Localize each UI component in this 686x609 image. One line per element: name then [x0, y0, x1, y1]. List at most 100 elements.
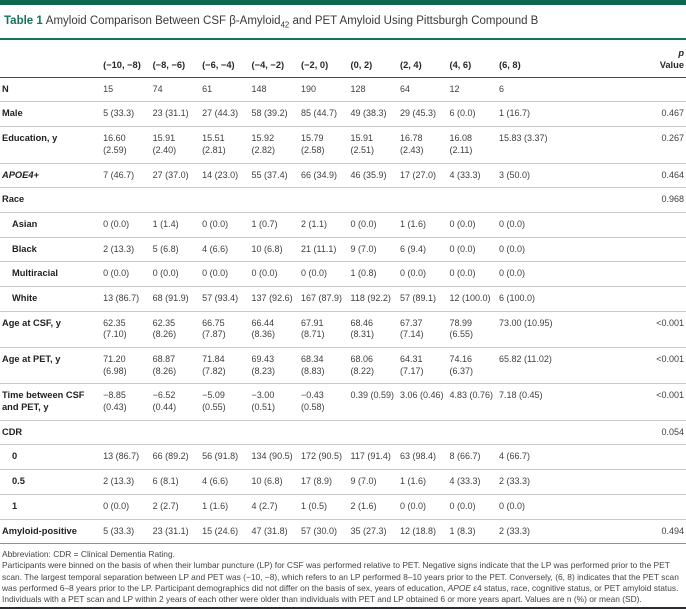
data-cell: [351, 188, 400, 213]
footnotes: Abbreviation: CDR = Clinical Dementia Ra…: [0, 544, 686, 605]
data-cell: 14 (23.0): [202, 169, 239, 180]
data-cell: 57 (93.4): [202, 292, 239, 303]
data-cell: 2 (1.6): [350, 500, 377, 511]
data-cell: 57 (30.0): [301, 525, 338, 536]
data-cell: 9 (7.0): [350, 476, 377, 487]
data-cell: 13 (86.7): [103, 451, 140, 462]
data-cell: 15.79 (2.58): [301, 133, 325, 155]
data-cell: 55 (37.4): [251, 169, 288, 180]
data-cell: [103, 188, 152, 213]
p-value-cell: [558, 445, 686, 470]
data-cell: [202, 188, 251, 213]
row-label: CDR: [2, 426, 23, 437]
data-cell: 61: [202, 83, 213, 94]
data-cell: 64: [400, 83, 411, 94]
data-cell: 1 (0.8): [350, 268, 377, 279]
table-row: Age at PET, y 71.20 (6.98) 68.87 (8.26) 71.…: [0, 347, 686, 384]
data-cell: 4 (33.3): [449, 169, 481, 180]
data-cell: 1 (1.6): [400, 476, 427, 487]
data-cell: 0 (0.0): [449, 243, 476, 254]
method-note-before: Participants were binned on the basis of…: [2, 560, 679, 593]
data-cell: 4.83 (0.76): [449, 390, 494, 401]
abbreviation-note: Abbreviation: CDR = Clinical Dementia Ra…: [2, 549, 175, 560]
data-cell: 1 (0.5): [301, 500, 328, 511]
data-cell: 29 (45.3): [400, 108, 437, 119]
data-cell: 68.46 (8.31): [350, 317, 375, 340]
data-cell: 4 (6.6): [202, 476, 229, 487]
row-label: Asian: [12, 218, 38, 229]
data-cell: 78.99 (6.55): [449, 317, 473, 340]
column-header-bin: (−2, 0): [301, 59, 329, 70]
data-cell: 5 (33.3): [103, 525, 135, 536]
row-label: Age at CSF, y: [2, 317, 61, 328]
p-value-cell: [558, 77, 686, 102]
row-label: N: [2, 83, 9, 94]
table-row: N 15 74 61 148 190 128 64 12 6: [0, 77, 686, 102]
data-cell: 35 (27.3): [350, 525, 387, 536]
data-cell: 21 (11.1): [301, 243, 337, 254]
data-cell: 0 (0.0): [301, 268, 328, 279]
data-cell: [499, 420, 558, 445]
amyloid-42-subscript: 42: [280, 20, 290, 30]
data-cell: 3 (50.0): [498, 169, 530, 180]
data-cell: 4 (66.7): [498, 451, 530, 462]
data-cell: 117 (91.4): [350, 451, 391, 462]
data-cell: 46 (35.9): [350, 169, 387, 180]
data-cell: 6: [498, 83, 504, 94]
data-cell: 1 (1.6): [202, 500, 229, 511]
data-cell: 13 (86.7): [103, 292, 140, 303]
data-cell: 15.51 (2.81): [202, 133, 226, 155]
top-accent-bar: [0, 0, 686, 5]
data-cell: 0 (0.0): [152, 268, 179, 279]
data-cell: [351, 420, 400, 445]
data-cell: 64.31 (7.17): [400, 354, 424, 376]
data-cell: 0 (0.0): [449, 218, 476, 229]
data-cell: 9 (7.0): [350, 243, 377, 254]
p-value-cell: 0.968: [661, 194, 684, 205]
p-value-cell: 0.054: [661, 426, 684, 437]
data-cell: 0 (0.0): [498, 218, 525, 229]
data-cell: 172 (90.5): [301, 451, 343, 462]
data-cell: 15: [103, 83, 114, 94]
data-cell: 0 (0.0): [498, 268, 525, 279]
row-label: APOE4+: [2, 169, 39, 180]
data-cell: 0 (0.0): [103, 500, 130, 511]
column-header-bin: (4, 6): [449, 59, 472, 70]
row-label: Race: [2, 194, 25, 205]
data-cell: 68 (91.9): [152, 292, 189, 303]
data-cell: 7.18 (0.45): [498, 390, 543, 401]
data-cell: 73.00 (10.95): [498, 317, 553, 328]
data-cell: 66.44 (8.36): [251, 317, 276, 340]
table-row: Education, y 16.60 (2.59) 15.91 (2.40) 15.5…: [0, 126, 686, 163]
data-cell: 167 (87.9): [301, 292, 343, 303]
row-label: Multiracial: [12, 268, 58, 279]
p-value-cell: [558, 212, 686, 237]
table-row: White 13 (86.7) 68 (91.9) 57 (93.4) 137 (92.…: [0, 286, 686, 311]
data-cell: 62.35 (8.26): [152, 317, 177, 340]
data-cell: 1 (1.6): [400, 218, 427, 229]
data-cell: 57 (89.1): [400, 292, 437, 303]
p-value-cell: <0.001: [656, 317, 684, 328]
table-row: Black 2 (13.3) 5 (6.8) 4 (6.6) 10 (6.8) 21 (1…: [0, 237, 686, 262]
data-cell: 56 (91.8): [202, 451, 239, 462]
data-cell: 1 (0.7): [251, 218, 278, 229]
p-value-cell: [558, 237, 686, 262]
table-row: Multiracial 0 (0.0) 0 (0.0) 0 (0.0) 0 (0.0) 0…: [0, 261, 686, 287]
data-cell: 74: [152, 83, 163, 94]
data-cell: [400, 188, 449, 213]
table-row: 0 13 (86.7) 66 (89.2) 56 (91.8) 134 (90.5) 17…: [0, 444, 686, 470]
table-row: 0.5 2 (13.3) 6 (8.1) 4 (6.6) 10 (6.8) 17 (8.9…: [0, 469, 686, 495]
data-cell: 15.83 (3.37): [498, 133, 548, 144]
data-cell: 5 (33.3): [103, 108, 135, 119]
data-cell: 68.87 (8.26): [152, 354, 177, 376]
data-cell: [202, 420, 251, 445]
data-cell: 66 (34.9): [301, 169, 338, 180]
data-cell: 12 (18.8): [400, 525, 437, 536]
column-header-bin: (−10, −8): [103, 59, 141, 70]
data-cell: 148: [251, 83, 267, 94]
p-value-cell: [558, 286, 686, 311]
data-cell: 7 (46.7): [103, 169, 135, 180]
table-title-text: Amyloid Comparison Between CSF β-Amyloid…: [46, 15, 539, 30]
data-cell: −0.43 (0.58): [301, 390, 325, 413]
data-cell: [153, 188, 202, 213]
